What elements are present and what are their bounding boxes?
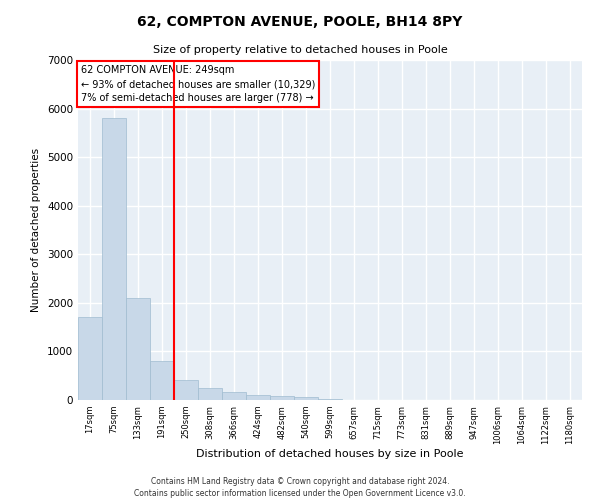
Bar <box>174 380 198 400</box>
Bar <box>294 397 318 400</box>
Bar <box>222 392 246 400</box>
Bar <box>246 394 270 400</box>
Text: Contains HM Land Registry data © Crown copyright and database right 2024.
Contai: Contains HM Land Registry data © Crown c… <box>134 476 466 498</box>
Bar <box>198 388 222 400</box>
Bar <box>102 118 126 400</box>
X-axis label: Distribution of detached houses by size in Poole: Distribution of detached houses by size … <box>196 450 464 460</box>
Bar <box>78 318 102 400</box>
Bar <box>126 298 150 400</box>
Bar <box>150 361 174 400</box>
Text: Size of property relative to detached houses in Poole: Size of property relative to detached ho… <box>152 45 448 55</box>
Text: 62, COMPTON AVENUE, POOLE, BH14 8PY: 62, COMPTON AVENUE, POOLE, BH14 8PY <box>137 15 463 29</box>
Text: 62 COMPTON AVENUE: 249sqm
← 93% of detached houses are smaller (10,329)
7% of se: 62 COMPTON AVENUE: 249sqm ← 93% of detac… <box>80 65 315 103</box>
Bar <box>270 396 294 400</box>
Y-axis label: Number of detached properties: Number of detached properties <box>31 148 41 312</box>
